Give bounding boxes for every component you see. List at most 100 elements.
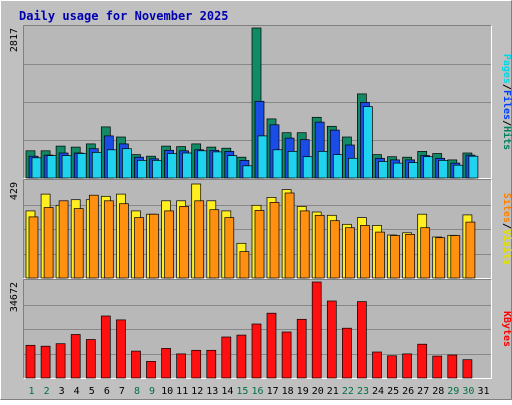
bar-sites-day-14 <box>224 217 235 279</box>
bar-kbytes-day-27 <box>417 343 428 379</box>
x-tick-label-day-25: 25 <box>387 386 399 397</box>
bar-sites-day-11 <box>179 206 189 279</box>
x-tick-label-day-26: 26 <box>402 386 414 397</box>
x-tick-label-day-9: 9 <box>149 386 155 397</box>
x-tick-label-day-23: 23 <box>357 386 369 397</box>
bar-pages-day-29 <box>453 164 464 179</box>
bar-pages-day-24 <box>378 161 388 179</box>
x-tick-label-day-2: 2 <box>44 386 50 397</box>
bar-kbytes-day-30 <box>462 359 473 379</box>
legend-part-3: / <box>501 120 512 126</box>
bar-kbytes-day-15 <box>236 334 247 379</box>
bar-pages-day-30 <box>468 155 479 179</box>
bar-kbytes-day-14 <box>221 336 232 379</box>
bar-sites-day-13 <box>209 209 220 279</box>
bar-kbytes-day-11 <box>176 353 186 379</box>
bar-pages-day-15 <box>242 165 253 179</box>
x-tick-label-day-8: 8 <box>134 386 140 397</box>
x-tick-label-day-18: 18 <box>282 386 294 397</box>
bar-kbytes-day-10 <box>161 348 171 379</box>
bar-kbytes-day-8 <box>131 350 141 379</box>
legend-part-0: Pages <box>501 54 512 84</box>
x-tick-label-day-30: 30 <box>462 386 474 397</box>
bar-sites-day-28 <box>435 237 446 279</box>
x-tick-label-day-22: 22 <box>342 386 354 397</box>
bar-sites-day-2 <box>43 207 54 279</box>
bar-pages-day-3 <box>61 155 72 179</box>
legend-label-visits-sites: Sites/Visits <box>501 193 512 265</box>
bar-pages-day-6 <box>106 149 117 179</box>
bar-kbytes-day-25 <box>387 355 397 379</box>
bar-pages-day-14 <box>227 155 238 179</box>
legend-part-0: Sites <box>501 193 512 223</box>
legend-part-4: Hits <box>501 126 512 150</box>
bar-kbytes-day-3 <box>55 343 66 379</box>
bar-pages-day-10 <box>167 153 177 179</box>
x-tick-label-day-21: 21 <box>327 386 339 397</box>
x-tick-label-day-15: 15 <box>236 386 248 397</box>
bar-sites-day-27 <box>420 227 431 279</box>
bar-pages-day-25 <box>393 162 403 179</box>
x-tick-label-day-16: 16 <box>251 386 263 397</box>
bar-sites-day-8 <box>134 217 144 279</box>
bar-kbytes-day-16 <box>251 323 262 379</box>
bar-kbytes-day-13 <box>206 349 217 379</box>
bar-sites-day-4 <box>73 208 84 279</box>
x-tick-label-day-13: 13 <box>206 386 218 397</box>
bar-pages-day-20 <box>317 151 328 179</box>
legend-label-pages-files-hits: Pages/Files/Hits <box>501 54 512 150</box>
bar-kbytes-day-26 <box>402 353 412 379</box>
x-tick-label-day-6: 6 <box>104 386 110 397</box>
bar-kbytes-day-7 <box>116 319 126 379</box>
x-tick-label-day-14: 14 <box>221 386 233 397</box>
bar-sites-day-3 <box>58 200 69 279</box>
x-tick-label-day-7: 7 <box>119 386 125 397</box>
x-tick-label-day-4: 4 <box>74 386 80 397</box>
bar-pages-day-11 <box>182 152 192 179</box>
bar-pages-day-26 <box>408 162 418 179</box>
bar-sites-day-1 <box>28 216 39 279</box>
bar-sites-day-15 <box>239 251 250 279</box>
bar-sites-day-23 <box>360 225 370 279</box>
bar-pages-day-2 <box>46 155 57 179</box>
bar-pages-day-17 <box>272 149 283 179</box>
bar-sites-day-6 <box>103 200 114 279</box>
bar-sites-day-16 <box>254 210 265 279</box>
x-axis-labels: 1 2 3 4 5 6 7 8 9 10 11 12 13 14 15 16 17 18 19 20 21 22 23 24 2… <box>28 386 489 397</box>
bar-kbytes-day-18 <box>281 331 292 379</box>
bar-sites-day-5 <box>88 194 99 279</box>
legend-part-2: Visits <box>501 229 512 265</box>
bar-pages-day-27 <box>423 156 434 179</box>
bar-sites-day-26 <box>405 234 415 279</box>
bar-kbytes-day-6 <box>100 315 111 379</box>
bar-sites-day-25 <box>390 235 400 279</box>
bar-kbytes-day-28 <box>432 355 443 379</box>
bar-kbytes-day-29 <box>447 354 458 379</box>
bar-pages-day-22 <box>348 157 358 179</box>
bar-sites-day-22 <box>345 227 355 279</box>
x-tick-label-day-5: 5 <box>89 386 95 397</box>
panel-visits-sites: 429 Sites/Visits <box>9 179 512 279</box>
bar-pages-day-18 <box>287 151 298 179</box>
x-tick-label-day-12: 12 <box>191 386 203 397</box>
bar-sites-day-19 <box>299 210 310 279</box>
bar-kbytes-day-20 <box>311 281 322 379</box>
x-tick-label-day-10: 10 <box>161 386 173 397</box>
bar-sites-day-30 <box>465 221 476 279</box>
bar-pages-day-5 <box>91 152 102 179</box>
legend-part-2: Files <box>501 90 512 120</box>
y-max-label-pages-files-hits: 2817 <box>9 28 20 52</box>
panel-kbytes: 34672 KBytes <box>9 279 512 379</box>
bar-kbytes-day-24 <box>372 351 382 379</box>
bar-pages-day-7 <box>122 148 132 179</box>
bar-sites-day-18 <box>284 192 295 279</box>
bar-sites-day-7 <box>119 203 129 279</box>
bar-pages-day-13 <box>212 151 223 179</box>
y-max-label-visits-sites: 429 <box>9 182 20 200</box>
x-tick-label-day-3: 3 <box>59 386 65 397</box>
bar-kbytes-day-22 <box>342 327 352 379</box>
bar-pages-day-1 <box>31 157 42 179</box>
bar-kbytes-day-4 <box>70 334 81 379</box>
bar-kbytes-day-19 <box>296 318 307 379</box>
x-tick-label-day-11: 11 <box>176 386 188 397</box>
